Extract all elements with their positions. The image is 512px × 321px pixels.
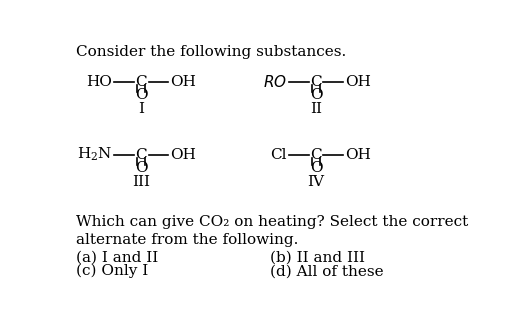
Text: OH: OH xyxy=(345,148,371,162)
Text: alternate from the following.: alternate from the following. xyxy=(76,232,298,247)
Text: C: C xyxy=(310,148,322,162)
Text: (c) Only I: (c) Only I xyxy=(76,264,148,278)
Text: $\mathit{RO}$: $\mathit{RO}$ xyxy=(263,74,287,90)
Text: IV: IV xyxy=(308,175,325,189)
Text: O: O xyxy=(310,88,322,102)
Text: (d) All of these: (d) All of these xyxy=(270,264,384,278)
Text: III: III xyxy=(133,175,151,189)
Text: OH: OH xyxy=(170,148,196,162)
Text: I: I xyxy=(138,102,144,116)
Text: O: O xyxy=(135,161,147,175)
Text: II: II xyxy=(310,102,322,116)
Text: OH: OH xyxy=(345,75,371,89)
Text: (a) I and II: (a) I and II xyxy=(76,251,158,265)
Text: O: O xyxy=(135,88,147,102)
Text: Consider the following substances.: Consider the following substances. xyxy=(76,45,346,59)
Text: O: O xyxy=(310,161,322,175)
Text: (b) II and III: (b) II and III xyxy=(270,251,366,265)
Text: C: C xyxy=(136,148,147,162)
Text: $\mathregular{H_2N}$: $\mathregular{H_2N}$ xyxy=(77,146,113,163)
Text: HO: HO xyxy=(87,75,113,89)
Text: C: C xyxy=(136,75,147,89)
Text: Which can give CO₂ on heating? Select the correct: Which can give CO₂ on heating? Select th… xyxy=(76,215,468,229)
Text: OH: OH xyxy=(170,75,196,89)
Text: C: C xyxy=(310,75,322,89)
Text: Cl: Cl xyxy=(270,148,287,162)
